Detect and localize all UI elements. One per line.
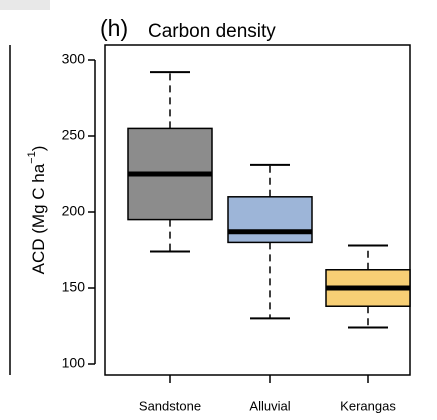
y-tick-label: 300 xyxy=(62,51,86,67)
y-tick-label: 200 xyxy=(62,203,86,219)
y-tick-label: 250 xyxy=(62,127,86,143)
y-label-close: ) xyxy=(29,146,48,152)
box xyxy=(227,196,313,244)
y-tick-label: 150 xyxy=(62,279,86,295)
x-tick-label: Alluvial xyxy=(249,398,290,413)
chart-title: Carbon density xyxy=(148,21,276,42)
y-label-text: ACD (Mg C ha xyxy=(29,163,48,274)
x-tick-label: Kerangas xyxy=(340,398,396,413)
x-tick-label: Sandstone xyxy=(139,398,201,413)
plot-frame xyxy=(104,44,411,376)
panel-label: (h) xyxy=(100,15,128,41)
y-label-sup: −1 xyxy=(26,151,38,164)
y-tick-label: 100 xyxy=(62,355,86,371)
neighbor-panel-corner xyxy=(0,0,50,10)
y-axis-label: ACD (Mg C ha−1) xyxy=(26,146,49,275)
